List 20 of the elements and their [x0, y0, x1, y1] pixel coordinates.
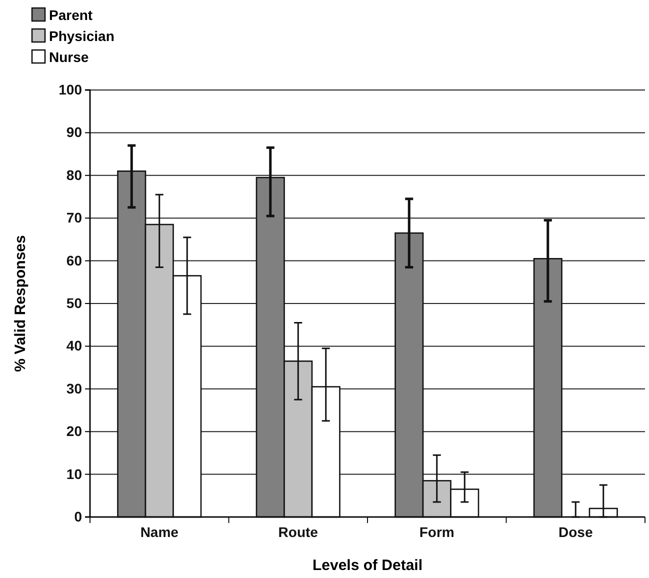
y-axis-title: % Valid Responses — [12, 235, 29, 372]
y-tick-label: 70 — [66, 210, 82, 226]
y-tick-label: 40 — [66, 338, 82, 354]
legend-label: Parent — [49, 7, 93, 23]
x-tick-label: Route — [278, 524, 318, 540]
x-tick-label: Form — [419, 524, 454, 540]
y-tick-label: 60 — [66, 252, 82, 268]
y-tick-label: 100 — [58, 81, 82, 98]
y-tick-label: 50 — [66, 294, 82, 311]
y-tick-label: 90 — [66, 124, 82, 140]
x-axis-title: Levels of Detail — [312, 557, 423, 574]
x-tick-label: Dose — [558, 524, 593, 540]
y-tick-label: 30 — [66, 380, 82, 396]
y-tick-label: 20 — [66, 423, 82, 440]
legend-label: Nurse — [49, 49, 89, 65]
x-tick-label: Name — [140, 524, 179, 540]
legend-label: Physician — [49, 28, 114, 44]
y-tick-label: 80 — [66, 166, 82, 183]
y-tick-label: 10 — [66, 466, 82, 482]
y-tick-label: 0 — [74, 508, 82, 524]
